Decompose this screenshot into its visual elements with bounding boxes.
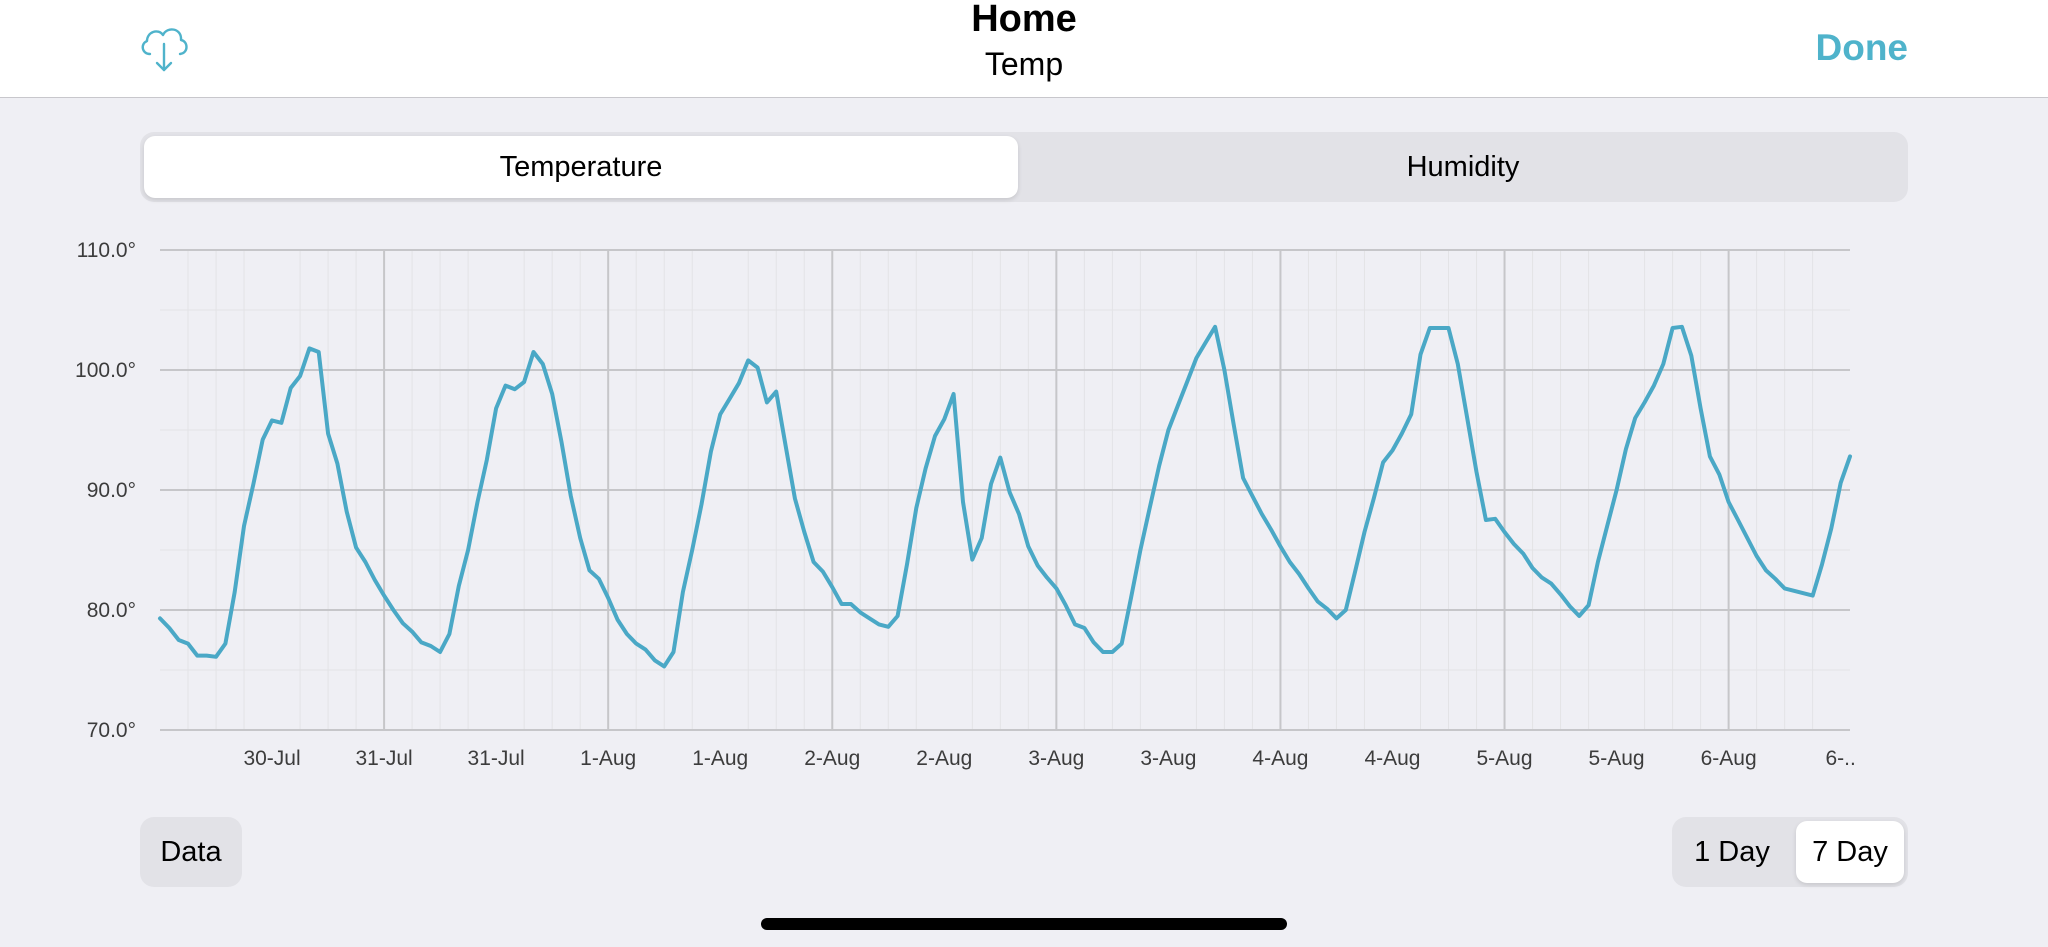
y-tick-label: 100.0° [75,359,136,382]
x-tick-label: 2-Aug [916,747,972,770]
x-tick-label: 2-Aug [804,747,860,770]
x-tick-label: 6-.. [1825,747,1855,770]
home-indicator [761,918,1287,930]
y-tick-label: 90.0° [87,479,136,502]
y-tick-label: 110.0° [77,239,136,262]
x-tick-label: 3-Aug [1140,747,1196,770]
metric-segmented-control: Temperature Humidity [140,132,1908,202]
x-tick-label: 1-Aug [580,747,636,770]
x-tick-label: 6-Aug [1701,747,1757,770]
data-button[interactable]: Data [140,817,242,887]
x-tick-label: 4-Aug [1364,747,1420,770]
time-range-segmented-control: 1 Day 7 Day [1672,817,1908,887]
chart-svg: 70.0° 80.0° 90.0° 100.0° 110.0° 30-Jul 31-Jul 3… [75,239,1856,770]
x-tick-label: 31-Jul [468,747,525,770]
x-tick-label: 4-Aug [1252,747,1308,770]
x-tick-label: 31-Jul [355,747,412,770]
page-title: Home [971,0,1077,40]
x-tick-label: 5-Aug [1477,747,1533,770]
tab-temperature[interactable]: Temperature [144,136,1018,198]
x-tick-label: 5-Aug [1589,747,1645,770]
temperature-series-line [158,324,1852,669]
tab-humidity[interactable]: Humidity [1406,151,1520,183]
page-subtitle: Temp [984,46,1064,82]
range-7-day[interactable]: 7 Day [1796,821,1904,883]
y-tick-label: 80.0° [87,599,136,622]
x-tick-label: 1-Aug [692,747,748,770]
temperature-chart: 70.0° 80.0° 90.0° 100.0° 110.0° 30-Jul 31-Jul 3… [0,220,2048,800]
x-tick-label: 3-Aug [1028,747,1084,770]
x-tick-label: 30-Jul [243,747,300,770]
done-button[interactable]: Done [1815,27,1909,68]
navigation-bar: Home Temp Done [0,0,2048,98]
cloud-download-icon[interactable] [136,20,192,76]
y-tick-label: 70.0° [87,719,136,742]
range-1-day[interactable]: 1 Day [1694,836,1770,868]
